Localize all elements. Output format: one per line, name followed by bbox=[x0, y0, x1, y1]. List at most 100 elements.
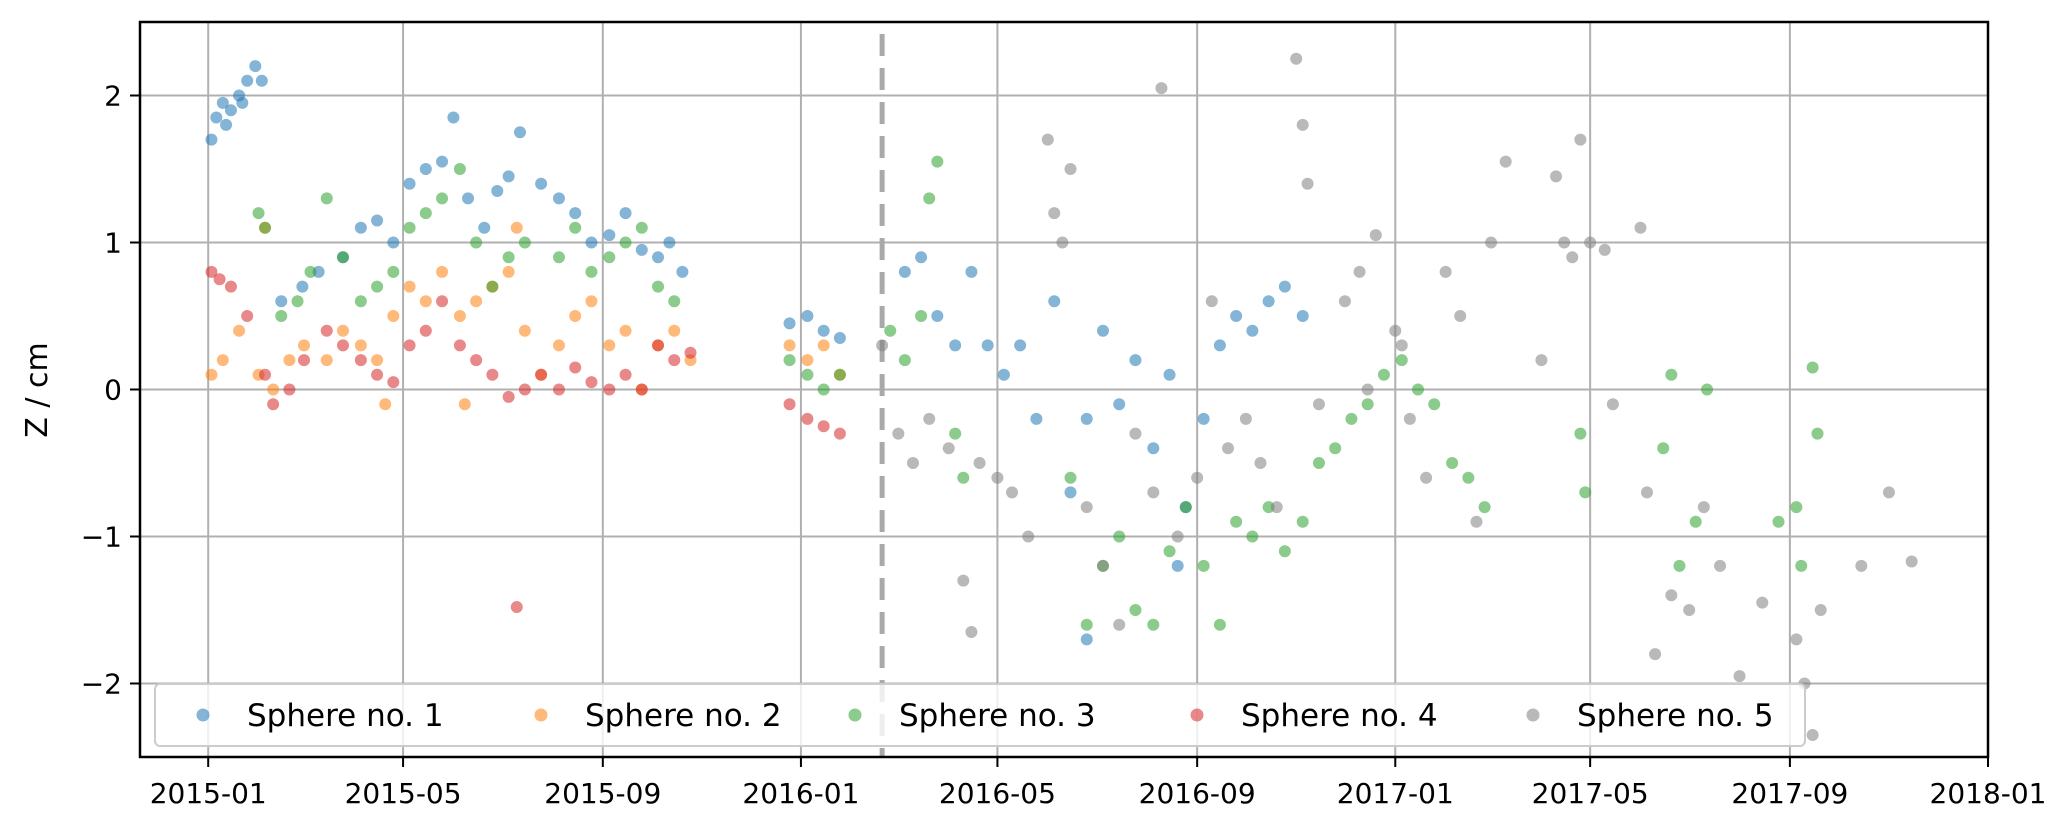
data-point bbox=[801, 412, 814, 425]
data-point bbox=[535, 368, 548, 381]
data-point bbox=[216, 354, 229, 367]
legend: Sphere no. 1 Sphere no. 2 Sphere no. 3 Sphe… bbox=[154, 683, 1806, 747]
data-point bbox=[663, 236, 676, 249]
data-point bbox=[1113, 618, 1126, 631]
data-point bbox=[801, 368, 814, 381]
data-point bbox=[233, 324, 246, 337]
data-point bbox=[371, 280, 384, 293]
data-point bbox=[1113, 398, 1126, 411]
data-point bbox=[1163, 368, 1176, 381]
data-point bbox=[1606, 398, 1619, 411]
data-point bbox=[1262, 295, 1275, 308]
data-point bbox=[518, 324, 531, 337]
data-point bbox=[1579, 486, 1592, 499]
data-point bbox=[1246, 324, 1259, 337]
data-point bbox=[635, 383, 648, 396]
data-point bbox=[1470, 515, 1483, 528]
data-point bbox=[1634, 221, 1647, 234]
data-point bbox=[1080, 412, 1093, 425]
data-point bbox=[1485, 236, 1498, 249]
data-point bbox=[635, 221, 648, 234]
legend-label: Sphere no. 1 bbox=[247, 698, 444, 734]
x-tick-label: 2018-01 bbox=[1930, 777, 2047, 810]
data-point bbox=[603, 383, 616, 396]
data-point bbox=[1790, 633, 1803, 646]
data-point bbox=[387, 310, 400, 322]
data-point bbox=[354, 221, 367, 234]
data-point bbox=[403, 339, 416, 352]
data-point bbox=[942, 442, 955, 455]
data-point bbox=[1665, 368, 1678, 381]
data-point bbox=[436, 265, 449, 278]
legend-label: Sphere no. 4 bbox=[1241, 698, 1438, 734]
y-tick-label: −2 bbox=[81, 668, 122, 701]
data-point bbox=[1882, 486, 1895, 499]
data-point bbox=[1213, 618, 1226, 631]
data-point bbox=[949, 339, 962, 352]
data-point bbox=[205, 133, 218, 146]
data-point bbox=[1714, 559, 1727, 572]
data-point bbox=[236, 96, 249, 109]
data-point bbox=[1420, 471, 1433, 484]
data-point bbox=[898, 354, 911, 367]
data-point bbox=[1657, 442, 1670, 455]
data-point bbox=[603, 229, 616, 242]
data-point bbox=[1147, 486, 1160, 499]
data-point bbox=[241, 74, 254, 87]
data-point bbox=[1006, 486, 1019, 499]
data-point bbox=[876, 339, 889, 352]
series-5 bbox=[876, 52, 1918, 741]
data-point bbox=[453, 339, 466, 352]
x-tick-label: 2016-01 bbox=[742, 777, 859, 810]
data-point bbox=[1230, 515, 1243, 528]
data-point bbox=[817, 339, 830, 352]
data-point bbox=[491, 185, 504, 198]
data-point bbox=[1041, 133, 1054, 146]
data-point bbox=[275, 295, 288, 308]
data-point bbox=[1222, 442, 1235, 455]
data-point bbox=[510, 601, 523, 614]
data-point bbox=[1080, 633, 1093, 646]
data-point bbox=[1064, 471, 1077, 484]
data-point bbox=[833, 368, 846, 381]
data-point bbox=[1301, 177, 1314, 190]
data-point bbox=[1454, 310, 1467, 322]
data-point bbox=[1022, 530, 1035, 543]
data-point bbox=[267, 383, 280, 396]
data-point bbox=[1697, 501, 1710, 514]
data-point bbox=[387, 376, 400, 389]
data-point bbox=[1428, 398, 1441, 411]
y-tick-label: −1 bbox=[81, 521, 122, 554]
data-point bbox=[518, 383, 531, 396]
series-4 bbox=[205, 265, 846, 614]
data-point bbox=[1701, 383, 1714, 396]
data-point bbox=[892, 427, 905, 440]
data-point bbox=[462, 192, 475, 205]
data-point bbox=[884, 324, 897, 337]
data-point bbox=[224, 280, 237, 293]
data-point bbox=[1213, 339, 1226, 352]
data-point bbox=[783, 339, 796, 352]
data-point bbox=[320, 192, 333, 205]
y-tick-label: 1 bbox=[104, 227, 122, 260]
data-point bbox=[436, 155, 449, 168]
y-axis-label: Z / cm bbox=[20, 342, 55, 437]
data-point bbox=[1811, 427, 1824, 440]
data-point bbox=[1080, 618, 1093, 631]
data-point bbox=[304, 265, 317, 278]
data-point bbox=[981, 339, 994, 352]
data-point bbox=[1064, 163, 1077, 175]
data-point bbox=[1129, 427, 1142, 440]
data-point bbox=[458, 398, 471, 411]
data-point bbox=[833, 332, 846, 345]
data-point bbox=[957, 471, 970, 484]
data-point bbox=[354, 295, 367, 308]
data-point bbox=[552, 383, 565, 396]
data-point bbox=[259, 221, 272, 234]
data-point bbox=[1014, 339, 1027, 352]
data-point bbox=[1129, 604, 1142, 616]
data-point bbox=[1395, 354, 1408, 367]
data-point bbox=[502, 251, 515, 264]
data-point bbox=[1205, 295, 1218, 308]
data-point bbox=[997, 368, 1010, 381]
